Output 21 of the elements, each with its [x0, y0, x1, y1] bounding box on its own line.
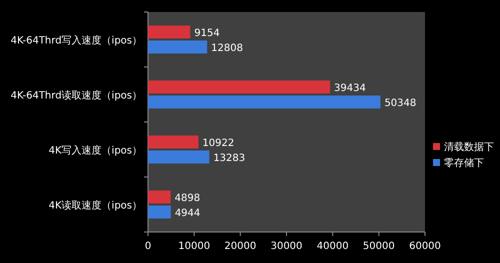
x-tick-label: 50000 [362, 241, 395, 252]
y-tick-label: 4K-64Thrd写入速度（ipos） [10, 34, 142, 46]
y-tick-label: 4K-64Thrd读取速度（ipos） [10, 90, 142, 102]
x-tick-label: 30000 [270, 241, 302, 252]
legend-label: 清载数据下 [444, 141, 494, 153]
x-tick-label: 20000 [224, 241, 256, 252]
y-tick-label: 4K读取速度（ipos） [48, 200, 142, 212]
data-label: 50348 [384, 98, 416, 109]
y-tick-label: 4K写入速度（ipos） [48, 144, 142, 156]
data-label: 4898 [174, 193, 200, 204]
legend-label: 零存储下 [444, 157, 484, 169]
data-label: 39434 [334, 83, 366, 94]
data-label: 4944 [174, 208, 200, 219]
x-tick-label: 0 [144, 241, 152, 252]
x-tick-label: 60000 [409, 241, 441, 252]
data-label: 9154 [194, 28, 220, 39]
data-label: 13283 [213, 153, 246, 164]
data-label: 10922 [202, 138, 234, 149]
x-tick-label: 10000 [178, 241, 210, 252]
x-tick-label: 40000 [316, 241, 349, 252]
data-label: 12808 [211, 43, 243, 54]
